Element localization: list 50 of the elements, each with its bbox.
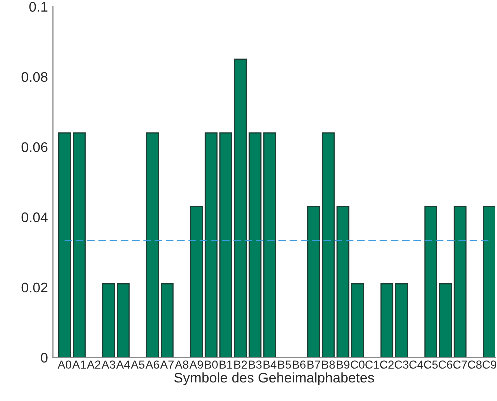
x-tick-label: C8 <box>468 360 482 369</box>
y-tick-label: 0.04 <box>22 212 48 223</box>
x-tick-label: B3 <box>249 360 262 369</box>
x-tick-label: A0 <box>58 360 72 369</box>
x-tick-label: B2 <box>234 360 248 369</box>
bar <box>351 283 364 358</box>
bar <box>190 206 204 358</box>
x-tick-label: C2 <box>380 360 394 369</box>
x-tick-label: B1 <box>220 360 232 369</box>
x-tick-label: C7 <box>454 360 468 369</box>
x-tick-label: C1 <box>366 360 380 369</box>
y-tick-label: 0.1 <box>30 2 48 12</box>
bar <box>483 206 496 358</box>
x-tick-label: B4 <box>264 360 277 369</box>
x-tick-label: B5 <box>278 360 292 369</box>
bar <box>336 206 350 358</box>
bar <box>380 283 394 358</box>
x-tick-label: A1 <box>72 360 86 369</box>
x-axis-title: Symbole des Geheimalphabetes <box>174 372 374 386</box>
x-tick-label: C9 <box>482 360 496 369</box>
x-tick-label: B9 <box>337 360 350 369</box>
bar <box>146 132 160 358</box>
x-tick-label: B6 <box>293 360 306 369</box>
x-tick-label: B0 <box>205 360 218 369</box>
x-tick-label: B7 <box>308 360 320 369</box>
bar <box>454 206 467 358</box>
x-tick-label: C3 <box>394 360 409 369</box>
y-tick-label: 0.02 <box>22 282 48 293</box>
x-tick-label: A9 <box>190 360 204 369</box>
x-tick-label: A4 <box>116 360 130 369</box>
x-tick-label: A2 <box>87 360 101 369</box>
y-tick-label: 0.08 <box>22 72 48 82</box>
bar <box>424 206 438 358</box>
y-tick-label: 0 <box>41 353 48 363</box>
bar <box>161 283 174 358</box>
x-tick-label: A6 <box>146 360 160 369</box>
x-tick-label: C4 <box>410 360 424 369</box>
x-tick-label: C5 <box>424 360 438 369</box>
x-tick-label: A3 <box>102 360 116 369</box>
bar <box>264 132 276 358</box>
x-tick-label: B8 <box>322 360 336 369</box>
y-tick-label: 0.06 <box>22 142 48 152</box>
x-tick-label: A5 <box>131 360 145 369</box>
x-tick-label: C0 <box>351 360 365 369</box>
bar <box>439 283 452 358</box>
x-tick-label: C6 <box>438 360 453 369</box>
x-tick-label: A8 <box>175 360 189 369</box>
bar <box>248 132 262 358</box>
bar <box>395 283 408 358</box>
x-tick-label: A7 <box>160 360 174 369</box>
